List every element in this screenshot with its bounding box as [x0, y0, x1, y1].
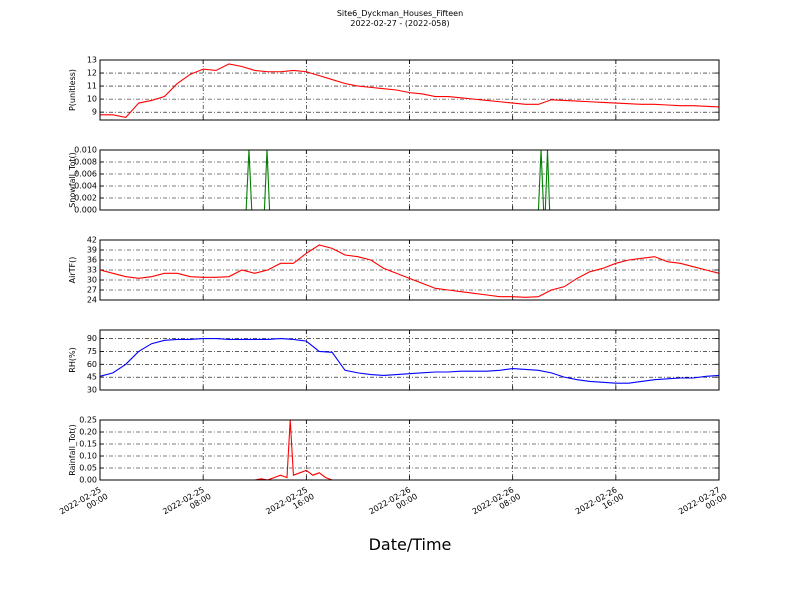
data-line [99, 244, 720, 298]
panel-frame [99, 149, 720, 211]
y-tick-label: 0.10 [79, 452, 97, 461]
y-tick-label: 0.006 [74, 170, 97, 179]
y-tick-label: 0.00 [79, 476, 97, 485]
y-tick-label: 39 [87, 246, 97, 255]
y-tick-label: 0.008 [74, 158, 97, 167]
y-tick-label: 13 [87, 56, 97, 65]
panel-frame [99, 419, 720, 481]
panel-frame [99, 239, 720, 301]
y-tick-label: 10 [87, 95, 97, 104]
y-tick-label: 33 [87, 266, 97, 275]
y-tick-label: 0.010 [74, 146, 97, 155]
x-axis-label: Date/Time [369, 535, 452, 554]
y-tick-label: 36 [87, 256, 97, 265]
chart-subtitle: 2022-02-27 - (2022-058) [350, 19, 449, 28]
data-line [99, 338, 720, 384]
panel-frame [99, 59, 720, 121]
y-tick-label: 75 [87, 347, 97, 356]
y-axis-label: Snowfall_Tot() [68, 152, 77, 208]
data-line [100, 63, 720, 118]
y-tick-label: 0.05 [79, 464, 97, 473]
y-axis-label: AirTF() [68, 257, 77, 284]
y-tick-label: 90 [87, 334, 97, 343]
y-axis-label: RH(%) [68, 347, 77, 372]
panel-frame [99, 329, 720, 391]
y-tick-label: 0.25 [79, 416, 97, 425]
y-axis-label: Rainfall_Tot() [68, 424, 77, 476]
y-tick-label: 27 [87, 286, 97, 295]
y-tick-label: 0.002 [74, 194, 97, 203]
y-tick-label: 12 [87, 69, 97, 78]
y-tick-label: 24 [87, 296, 97, 305]
y-tick-label: 11 [87, 82, 97, 91]
y-tick-label: 30 [87, 386, 97, 395]
chart-title: Site6_Dyckman_Houses_Fifteen [337, 9, 463, 18]
y-tick-label: 45 [87, 373, 97, 382]
y-tick-label: 0.15 [79, 440, 97, 449]
y-tick-label: 42 [87, 236, 97, 245]
y-tick-label: 30 [87, 276, 97, 285]
y-axis-label: P(unitless) [68, 69, 77, 111]
y-tick-label: 0.20 [79, 428, 97, 437]
data-line [100, 419, 719, 481]
y-tick-label: 0.004 [74, 182, 97, 191]
y-tick-label: 60 [87, 360, 97, 369]
y-tick-label: 0.000 [74, 206, 97, 215]
y-tick-label: 9 [92, 108, 97, 117]
